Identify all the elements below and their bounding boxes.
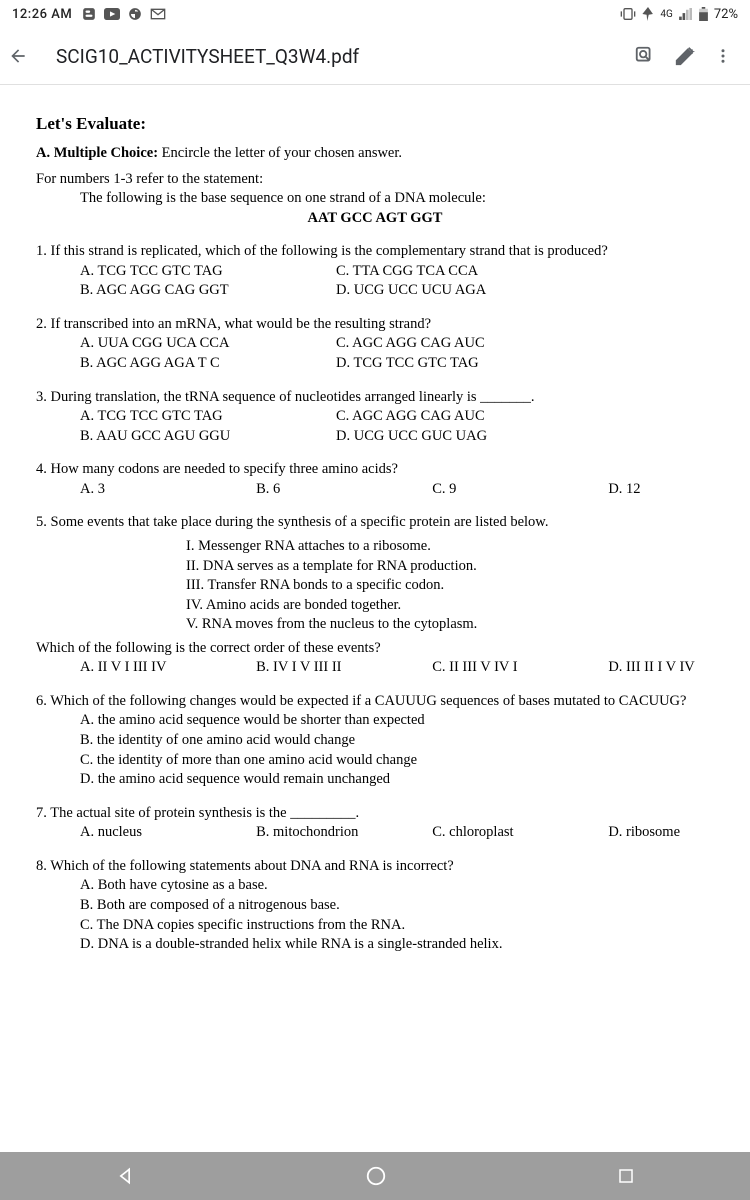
question-5: 5. Some events that take place during th… [36, 513, 714, 678]
app-bar: SCIG10_ACTIVITYSHEET_Q3W4.pdf + [0, 28, 750, 84]
google-icon [128, 7, 142, 21]
question-7: 7. The actual site of protein synthesis … [36, 804, 714, 843]
svg-text:+: + [690, 48, 695, 58]
more-icon[interactable] [714, 45, 732, 67]
status-time: 12:26 AM [12, 7, 72, 22]
question-3: 3. During translation, the tRNA sequence… [36, 388, 714, 447]
dna-sequence: AAT GCC AGT GGT [36, 209, 714, 229]
blogger-icon [82, 7, 96, 21]
gmail-icon [150, 8, 166, 20]
signal-icon [679, 8, 693, 20]
question-6: 6. Which of the following changes would … [36, 692, 714, 790]
nav-back-button[interactable] [115, 1166, 135, 1186]
network-type: 4G [660, 9, 672, 20]
location-icon [642, 7, 654, 21]
nav-recent-button[interactable] [617, 1167, 635, 1185]
question-2: 2. If transcribed into an mRNA, what wou… [36, 315, 714, 374]
question-1: 1. If this strand is replicated, which o… [36, 242, 714, 301]
question-8: 8. Which of the following statements abo… [36, 857, 714, 955]
document-title: SCIG10_ACTIVITYSHEET_Q3W4.pdf [48, 45, 634, 68]
ref-text: The following is the base sequence on on… [80, 189, 714, 209]
document-content: Let's Evaluate: A. Multiple Choice: Enci… [0, 85, 750, 975]
ref-line: For numbers 1-3 refer to the statement: [36, 170, 714, 190]
vibrate-icon [620, 7, 636, 21]
mc-instruction: A. Multiple Choice: Encircle the letter … [36, 144, 714, 164]
search-icon[interactable] [634, 45, 656, 67]
battery-icon [699, 7, 708, 21]
back-button[interactable] [8, 46, 48, 66]
nav-home-button[interactable] [365, 1165, 387, 1187]
battery-percent: 72% [714, 7, 738, 22]
status-bar: 12:26 AM 4G 72% [0, 0, 750, 28]
section-heading: Let's Evaluate: [36, 113, 714, 136]
question-4: 4. How many codons are needed to specify… [36, 460, 714, 499]
edit-icon[interactable]: + [674, 45, 696, 67]
nav-bar [0, 1152, 750, 1200]
youtube-icon [104, 8, 120, 20]
